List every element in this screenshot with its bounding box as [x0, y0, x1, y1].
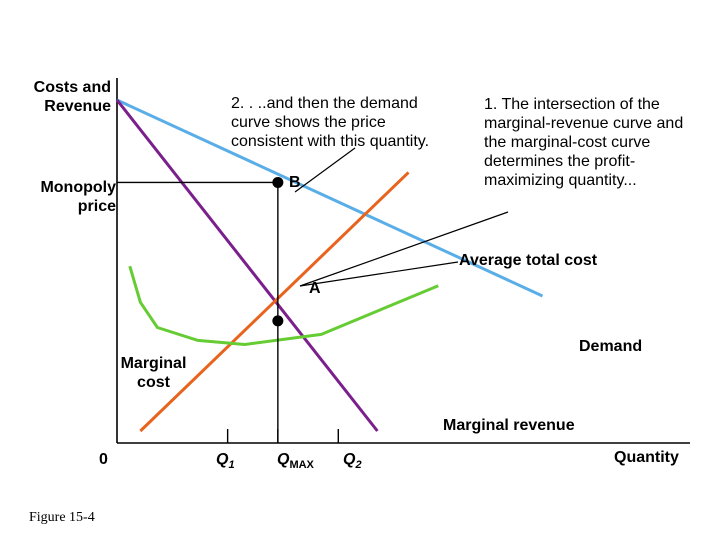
- x-tick-qmax: QMAX: [277, 450, 314, 475]
- series-average-total-cost: [128, 265, 439, 346]
- series-demand: [116, 98, 544, 298]
- annotation-step-1: 1. The intersection of the marginal-reve…: [484, 96, 684, 189]
- x-tick-q1: Q1: [216, 450, 235, 475]
- series-label-marginal-revenue: Marginal revenue: [443, 417, 575, 434]
- curves: [115, 98, 544, 433]
- series-label-marginal-cost: Marginal cost: [120, 355, 187, 391]
- x-axis-label: Quantity: [614, 449, 679, 466]
- annotation-step-2: 2. . ..and then the demand curve shows t…: [231, 95, 430, 150]
- x-tick-q1-sub: 1: [228, 459, 235, 471]
- point-b: [272, 176, 284, 188]
- y-axis-label: Costs and Revenue: [33, 79, 111, 115]
- x-tick-qmax-main: Q: [277, 451, 290, 468]
- series-label-demand: Demand: [579, 338, 643, 355]
- series-marginal-revenue: [115, 99, 379, 432]
- x-tick-q2: Q2: [343, 450, 362, 475]
- figure-caption: Figure 15-4: [29, 510, 95, 525]
- origin-label: 0: [99, 451, 108, 468]
- x-tick-q1-main: Q: [216, 451, 229, 468]
- annotation-step-2-leader: [294, 147, 356, 193]
- average-total-cost-leader: [299, 261, 459, 287]
- point-label-a: A: [309, 280, 321, 297]
- x-tick-q2-sub: 2: [355, 459, 362, 471]
- annotation-step-1-leader: [299, 211, 509, 287]
- y-tick-monopoly-price: Monopoly price: [40, 179, 116, 215]
- point-a: [272, 315, 284, 327]
- guide-lines: [117, 147, 509, 443]
- point-label-b: B: [289, 174, 301, 191]
- series-marginal-cost: [139, 171, 410, 433]
- series-label-average-total-cost: Average total cost: [459, 252, 598, 269]
- points: [272, 176, 284, 327]
- x-tick-qmax-sub: MAX: [289, 459, 314, 471]
- x-tick-q2-main: Q: [343, 451, 356, 468]
